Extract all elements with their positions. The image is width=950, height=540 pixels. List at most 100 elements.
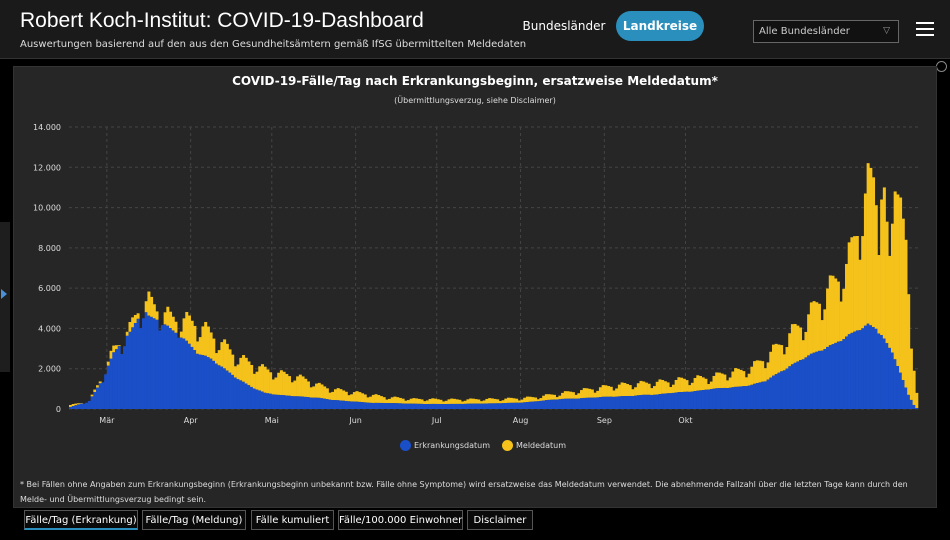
bar-erkrankungsdatum[interactable] — [628, 395, 632, 409]
bar-erkrankungsdatum[interactable] — [815, 351, 819, 409]
bar-erkrankungsdatum[interactable] — [136, 318, 140, 409]
bar-meldedatum[interactable] — [201, 326, 205, 356]
bar-meldedatum[interactable] — [290, 382, 294, 397]
bar-erkrankungsdatum[interactable] — [528, 401, 532, 409]
bar-meldedatum[interactable] — [244, 357, 248, 384]
bar-meldedatum[interactable] — [804, 331, 808, 358]
bar-erkrankungsdatum[interactable] — [863, 325, 867, 409]
bar-meldedatum[interactable] — [131, 317, 135, 328]
bar-erkrankungsdatum[interactable] — [285, 395, 289, 409]
bar-erkrankungsdatum[interactable] — [425, 404, 429, 409]
bar-erkrankungsdatum[interactable] — [82, 403, 86, 409]
bar-erkrankungsdatum[interactable] — [717, 388, 721, 409]
bar-erkrankungsdatum[interactable] — [315, 397, 319, 409]
bar-meldedatum[interactable] — [807, 314, 811, 356]
bar-meldedatum[interactable] — [425, 400, 429, 405]
bar-meldedatum[interactable] — [247, 361, 251, 386]
bar-meldedatum[interactable] — [780, 345, 784, 372]
bar-erkrankungsdatum[interactable] — [233, 377, 237, 409]
bar-erkrankungsdatum[interactable] — [858, 330, 862, 409]
bar-erkrankungsdatum[interactable] — [128, 331, 132, 409]
bar-meldedatum[interactable] — [296, 376, 300, 397]
bar-erkrankungsdatum[interactable] — [144, 312, 148, 409]
bar-erkrankungsdatum[interactable] — [247, 385, 251, 409]
bar-meldedatum[interactable] — [306, 381, 310, 398]
bar-meldedatum[interactable] — [423, 401, 427, 405]
bar-erkrankungsdatum[interactable] — [909, 399, 913, 409]
bar-meldedatum[interactable] — [517, 400, 521, 403]
bar-meldedatum[interactable] — [328, 392, 332, 400]
bar-erkrankungsdatum[interactable] — [742, 386, 746, 409]
bar-erkrankungsdatum[interactable] — [417, 403, 421, 409]
bar-erkrankungsdatum[interactable] — [398, 403, 402, 409]
bar-erkrankungsdatum[interactable] — [820, 350, 824, 409]
bar-erkrankungsdatum[interactable] — [574, 398, 578, 409]
bar-erkrankungsdatum[interactable] — [452, 403, 456, 409]
bar-meldedatum[interactable] — [496, 399, 500, 404]
bar-meldedatum[interactable] — [69, 404, 73, 407]
bar-meldedatum[interactable] — [769, 351, 773, 378]
bar-erkrankungsdatum[interactable] — [96, 387, 100, 409]
bar-erkrankungsdatum[interactable] — [171, 330, 175, 409]
bar-meldedatum[interactable] — [782, 354, 786, 371]
bar-erkrankungsdatum[interactable] — [317, 397, 321, 409]
bar-meldedatum[interactable] — [355, 391, 359, 402]
bar-erkrankungsdatum[interactable] — [106, 365, 110, 409]
bar-meldedatum[interactable] — [469, 398, 473, 404]
bar-erkrankungsdatum[interactable] — [298, 396, 302, 409]
bar-erkrankungsdatum[interactable] — [293, 396, 297, 409]
bar-meldedatum[interactable] — [912, 370, 916, 405]
bar-meldedatum[interactable] — [361, 393, 365, 403]
bar-meldedatum[interactable] — [701, 377, 705, 391]
bar-meldedatum[interactable] — [534, 397, 538, 402]
bar-meldedatum[interactable] — [215, 353, 219, 364]
bar-erkrankungsdatum[interactable] — [166, 325, 170, 409]
bar-meldedatum[interactable] — [717, 372, 721, 389]
bar-meldedatum[interactable] — [504, 398, 508, 404]
bar-erkrankungsdatum[interactable] — [850, 332, 854, 409]
bar-meldedatum[interactable] — [726, 380, 730, 389]
bar-erkrankungsdatum[interactable] — [561, 398, 565, 409]
bar-erkrankungsdatum[interactable] — [650, 394, 654, 409]
bar-meldedatum[interactable] — [420, 399, 424, 404]
bar-erkrankungsdatum[interactable] — [215, 363, 219, 409]
bar-meldedatum[interactable] — [826, 288, 830, 347]
bar-erkrankungsdatum[interactable] — [490, 403, 494, 409]
bar-meldedatum[interactable] — [260, 364, 264, 392]
bar-meldedatum[interactable] — [366, 397, 370, 403]
bar-erkrankungsdatum[interactable] — [169, 328, 173, 409]
bar-meldedatum[interactable] — [187, 315, 191, 344]
bar-meldedatum[interactable] — [853, 236, 857, 332]
bar-erkrankungsdatum[interactable] — [358, 401, 362, 409]
bar-erkrankungsdatum[interactable] — [723, 387, 727, 409]
bar-erkrankungsdatum[interactable] — [393, 403, 397, 409]
bar-erkrankungsdatum[interactable] — [263, 392, 267, 409]
bar-meldedatum[interactable] — [704, 378, 708, 390]
bar-erkrankungsdatum[interactable] — [112, 352, 116, 409]
bar-erkrankungsdatum[interactable] — [596, 397, 600, 409]
bar-meldedatum[interactable] — [523, 397, 527, 403]
bar-erkrankungsdatum[interactable] — [739, 386, 743, 409]
bar-meldedatum[interactable] — [225, 343, 229, 371]
bar-erkrankungsdatum[interactable] — [580, 398, 584, 409]
bar-meldedatum[interactable] — [863, 193, 867, 326]
bar-meldedatum[interactable] — [163, 312, 167, 325]
bar-erkrankungsdatum[interactable] — [836, 341, 840, 409]
bar-erkrankungsdatum[interactable] — [177, 337, 181, 409]
bar-meldedatum[interactable] — [206, 326, 210, 358]
bar-erkrankungsdatum[interactable] — [350, 401, 354, 409]
bar-erkrankungsdatum[interactable] — [133, 323, 137, 409]
bar-meldedatum[interactable] — [880, 199, 884, 336]
bar-meldedatum[interactable] — [258, 366, 262, 391]
bar-erkrankungsdatum[interactable] — [101, 382, 105, 409]
bar-meldedatum[interactable] — [639, 380, 643, 395]
bar-meldedatum[interactable] — [663, 381, 667, 394]
bar-erkrankungsdatum[interactable] — [255, 389, 259, 409]
bar-erkrankungsdatum[interactable] — [680, 391, 684, 409]
bar-meldedatum[interactable] — [525, 396, 529, 403]
bar-erkrankungsdatum[interactable] — [209, 358, 213, 409]
bar-meldedatum[interactable] — [193, 325, 197, 351]
bar-erkrankungsdatum[interactable] — [352, 401, 356, 409]
bar-meldedatum[interactable] — [593, 392, 597, 398]
bar-erkrankungsdatum[interactable] — [225, 370, 229, 409]
